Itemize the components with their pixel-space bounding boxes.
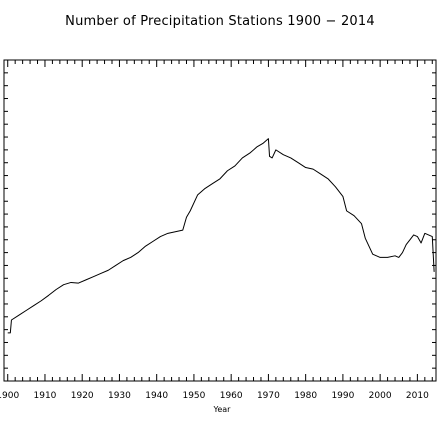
x-tick-label: 1910 (34, 391, 57, 401)
x-axis-label: Year (213, 405, 232, 414)
x-tick-label: 1900 (0, 391, 19, 401)
x-tick-label: 1930 (108, 391, 131, 401)
x-tick-label: 1950 (182, 391, 205, 401)
series-line (7, 138, 435, 334)
x-tick-label: 2010 (406, 391, 429, 401)
x-tick-label: 1970 (257, 391, 280, 401)
x-tick-label: 1940 (145, 391, 168, 401)
chart-title: Number of Precipitation Stations 1900 − … (65, 14, 375, 29)
x-tick-label: 2000 (369, 391, 392, 401)
x-tick-label: 1960 (220, 391, 243, 401)
x-tick-label: 1920 (71, 391, 94, 401)
x-tick-label: 1990 (331, 391, 354, 401)
x-tick-label: 1980 (294, 391, 317, 401)
plot-frame (3, 59, 437, 382)
